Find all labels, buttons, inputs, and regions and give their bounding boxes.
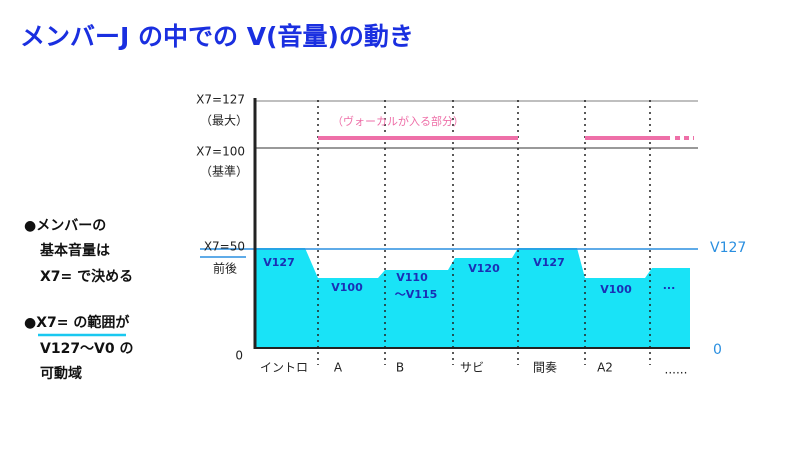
level-label: V100	[600, 283, 632, 296]
dividers	[317, 100, 651, 365]
y-label: X7=100	[196, 145, 245, 159]
note: 基本音量は	[40, 242, 110, 259]
y-label: X7=50	[204, 240, 245, 254]
segment-label: ......	[665, 363, 688, 377]
y-label: X7=127	[196, 93, 245, 107]
y-label: （基準）	[200, 164, 248, 179]
volume-area	[255, 248, 690, 348]
note: V127～V0 の	[40, 341, 134, 357]
title: メンバーJ の中での V(音量)の動き	[20, 22, 414, 51]
right-label: V127	[710, 240, 746, 256]
y-label: 前後	[213, 261, 237, 276]
segment-label: A	[334, 361, 343, 375]
segment-label: B	[396, 361, 404, 375]
level-label: ～V115	[395, 288, 437, 301]
vocal-note: （ヴォーカルが入る部分）	[332, 114, 464, 128]
right-label: 0	[713, 342, 722, 358]
segment-label: サビ	[460, 361, 484, 375]
level-label: V100	[331, 281, 363, 294]
segment-label: A2	[597, 361, 613, 375]
segment-label: 間奏	[533, 361, 557, 375]
level-label: V127	[263, 256, 294, 269]
level-label: V127	[533, 256, 564, 269]
segment-label: イントロ	[260, 361, 308, 375]
note: X7= で決める	[40, 268, 133, 285]
note: ●メンバーの	[24, 218, 106, 234]
y-label: 0	[235, 349, 243, 363]
note: ●X7= の範囲が	[24, 314, 130, 331]
level-label: V120	[468, 262, 500, 275]
level-label: ...	[663, 279, 676, 292]
note: 可動域	[40, 365, 82, 382]
y-label: （最大）	[200, 114, 248, 128]
level-label: V110	[396, 271, 428, 284]
